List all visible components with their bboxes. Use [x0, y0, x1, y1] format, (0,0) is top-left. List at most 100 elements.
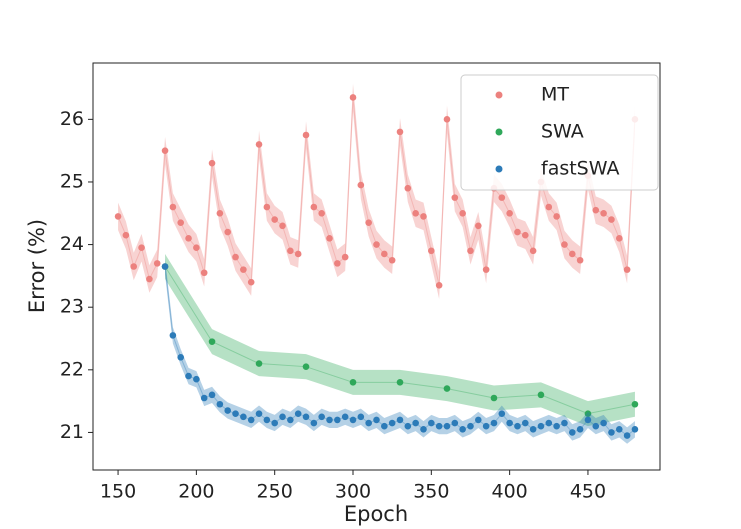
data-point — [404, 184, 412, 192]
data-point — [130, 263, 138, 270]
data-point — [396, 128, 404, 136]
data-point — [287, 416, 294, 424]
data-point — [232, 410, 239, 417]
data-point — [576, 256, 584, 264]
y-tick-label: 21 — [60, 421, 84, 443]
legend-label: SWA — [541, 121, 584, 143]
data-point — [341, 413, 349, 421]
data-point — [623, 432, 631, 439]
data-point — [561, 241, 568, 248]
data-point — [428, 419, 435, 427]
data-point — [240, 413, 247, 421]
data-point — [529, 426, 537, 433]
data-point — [568, 250, 576, 258]
legend-box — [460, 74, 659, 191]
data-point — [608, 216, 615, 223]
data-point — [459, 426, 466, 433]
data-point — [185, 372, 192, 380]
data-point — [310, 203, 318, 211]
data-point — [177, 353, 185, 361]
data-point — [146, 275, 153, 283]
data-point — [451, 194, 459, 201]
data-point — [459, 209, 466, 217]
data-point — [224, 228, 232, 236]
y-axis-label: Error (%) — [25, 219, 49, 313]
data-point — [153, 260, 161, 267]
data-point — [435, 281, 443, 289]
data-point — [506, 419, 513, 427]
plot-frame — [92, 62, 661, 471]
data-point — [122, 231, 130, 239]
x-tick-label: 450 — [570, 481, 606, 503]
data-point — [341, 253, 349, 261]
data-point — [334, 260, 341, 267]
data-point — [435, 422, 443, 430]
data-point — [200, 394, 208, 402]
data-point — [255, 360, 263, 367]
data-point — [412, 419, 419, 427]
data-point — [263, 203, 271, 211]
y-tick-label: 25 — [60, 170, 84, 192]
data-point — [193, 375, 200, 383]
data-point — [482, 266, 490, 273]
data-point — [396, 379, 404, 386]
legend-marker — [495, 165, 503, 173]
x-tick-label: 250 — [257, 481, 293, 503]
legend-label: MT — [541, 84, 569, 106]
data-point — [294, 250, 302, 258]
x-tick-label: 300 — [335, 481, 371, 503]
error-band — [165, 253, 635, 427]
data-point — [271, 419, 278, 427]
data-point — [631, 400, 639, 408]
x-axis-label: Epoch — [344, 502, 408, 526]
data-point — [334, 416, 341, 424]
data-point — [255, 141, 263, 148]
data-point — [216, 209, 224, 217]
data-point — [428, 247, 435, 255]
data-point — [381, 422, 388, 430]
x-tick-label: 350 — [413, 481, 449, 503]
data-point — [545, 203, 553, 211]
data-point — [443, 385, 451, 392]
data-point — [240, 266, 247, 273]
data-point — [388, 256, 396, 264]
data-point — [373, 416, 380, 424]
data-point — [161, 263, 169, 270]
data-point — [208, 159, 216, 167]
data-point — [396, 416, 404, 424]
legend-marker — [495, 91, 503, 99]
data-point — [412, 209, 419, 217]
data-point — [521, 231, 529, 239]
data-point — [310, 419, 318, 427]
data-point — [302, 413, 310, 421]
data-point — [381, 250, 388, 258]
data-point — [263, 416, 271, 424]
data-point — [615, 426, 623, 433]
data-point — [326, 235, 333, 242]
y-tick-label: 24 — [60, 233, 84, 255]
data-point — [482, 422, 490, 430]
data-point — [388, 419, 396, 427]
data-point — [631, 426, 639, 433]
data-point — [169, 332, 177, 339]
error-band — [165, 258, 635, 444]
data-point — [255, 410, 263, 417]
data-point — [169, 203, 177, 211]
data-point — [404, 422, 412, 430]
data-point — [443, 116, 451, 123]
data-point — [420, 426, 427, 433]
data-point — [608, 429, 615, 436]
y-tick-label: 26 — [60, 108, 84, 130]
data-point — [600, 209, 607, 217]
data-point — [592, 206, 600, 214]
data-point — [475, 222, 482, 230]
data-point — [208, 338, 216, 345]
data-point — [216, 400, 224, 408]
data-point — [185, 235, 192, 242]
data-point — [349, 94, 357, 101]
data-point — [568, 429, 576, 436]
data-point — [318, 413, 325, 421]
data-point — [357, 413, 365, 421]
data-point — [506, 209, 513, 217]
data-point — [592, 422, 600, 430]
